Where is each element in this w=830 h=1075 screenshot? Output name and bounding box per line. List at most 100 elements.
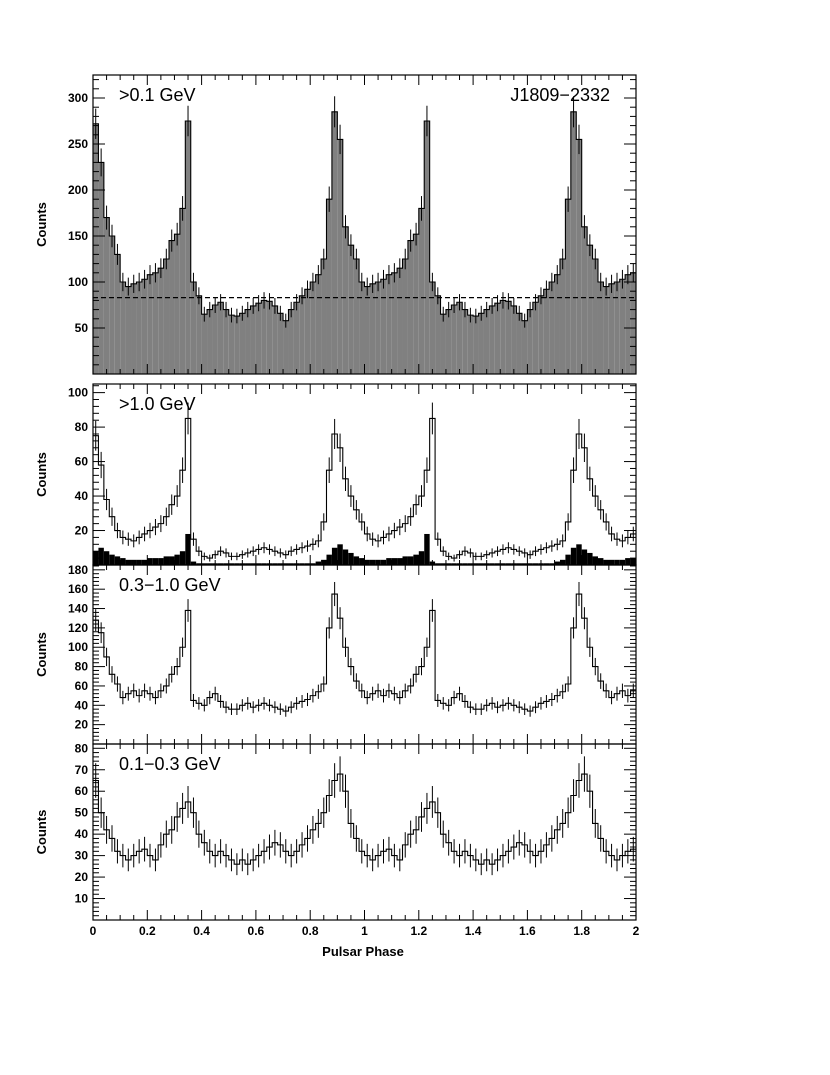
plot-frame	[92, 74, 637, 375]
x-axis-ticks	[106, 384, 623, 565]
bar-s0-43	[326, 199, 332, 374]
bar-s0-22	[212, 305, 218, 374]
bar-s1-58	[407, 556, 414, 565]
y-tick-label: 100	[68, 640, 88, 654]
bar-s0-12	[158, 268, 164, 374]
bar-s1-17	[185, 533, 191, 565]
bar-s1-25	[228, 563, 235, 565]
bar-s1-40	[310, 563, 316, 565]
bar-s0-91	[587, 245, 593, 374]
bar-s0-52	[375, 282, 381, 374]
x-axis-ticks	[106, 565, 623, 744]
bar-s0-73	[489, 305, 495, 374]
bar-s1-65	[445, 563, 452, 565]
bar-s0-0	[93, 123, 99, 374]
bar-s0-59	[413, 234, 419, 374]
bar-s1-21	[207, 563, 213, 565]
bar-s0-96	[614, 282, 620, 374]
bar-s1-79	[521, 563, 528, 565]
bar-s1-91	[587, 552, 593, 565]
bar-s1-3	[109, 554, 115, 565]
y-tick-label: 20	[75, 718, 89, 732]
y-tick-label: 50	[75, 321, 89, 335]
bar-s1-93	[597, 558, 604, 565]
bar-s0-29	[250, 305, 256, 374]
y-tick-label: 200	[68, 183, 88, 197]
bar-s1-80	[527, 563, 533, 565]
bar-s0-21	[207, 309, 213, 374]
bar-s1-66	[451, 563, 457, 565]
bar-s1-50	[364, 559, 370, 565]
y-axis-ticks: 20 40 60 80 100 120 140 160 180	[68, 563, 636, 741]
bar-s0-13	[163, 259, 170, 374]
bar-s1-10	[147, 558, 153, 565]
bar-s1-95	[608, 559, 615, 565]
bar-s1-43	[326, 554, 332, 565]
panel-above-0.1-gev: 50 100 150 200 250 300 >0.1 GeV J1809−2332 Co…	[34, 74, 637, 375]
y-tick-label: 160	[68, 582, 88, 596]
bar-s1-47	[348, 552, 354, 565]
bar-s1-20	[201, 563, 208, 565]
bar-s0-70	[473, 316, 479, 374]
bar-s1-84	[549, 563, 555, 565]
bar-s1-75	[500, 563, 506, 565]
bar-s0-83	[543, 289, 550, 374]
y-axis-label: Counts	[34, 810, 49, 855]
bar-s1-90	[581, 549, 588, 565]
histogram-bars	[93, 111, 636, 375]
y-tick-label: 50	[75, 806, 89, 820]
bar-s1-64	[440, 563, 446, 565]
bar-s1-81	[532, 563, 539, 565]
bar-s0-50	[364, 286, 370, 374]
bar-s1-85	[554, 561, 560, 565]
bar-s1-45	[337, 544, 343, 565]
y-tick-label: 20	[75, 524, 89, 538]
y-tick-label: 30	[75, 849, 89, 863]
bar-s0-90	[581, 226, 588, 374]
bar-s1-35	[283, 563, 289, 565]
bar-s0-79	[521, 320, 528, 374]
bar-s0-26	[234, 316, 240, 374]
histogram-outline	[93, 417, 636, 559]
bar-s0-19	[196, 295, 202, 374]
bar-s1-89	[576, 544, 582, 565]
bar-s0-36	[288, 309, 294, 374]
bar-s0-86	[559, 259, 566, 374]
bar-s0-61	[424, 121, 430, 374]
y-tick-label: 80	[75, 420, 89, 434]
bar-s1-46	[342, 549, 349, 565]
x-tick-label: 1.2	[410, 924, 427, 938]
bar-s0-89	[576, 139, 582, 374]
y-tick-label: 150	[68, 229, 88, 243]
bar-s1-86	[559, 559, 566, 565]
bar-s1-88	[570, 547, 577, 565]
y-tick-label: 100	[68, 386, 88, 400]
bar-s1-23	[217, 563, 224, 565]
bar-s0-66	[451, 305, 457, 374]
bar-s0-5	[120, 282, 126, 374]
x-tick-label: 1.4	[465, 924, 482, 938]
bar-s1-99	[630, 558, 636, 565]
bar-s1-11	[152, 558, 159, 565]
bar-s0-20	[201, 314, 208, 374]
x-tick-label: 0.8	[302, 924, 319, 938]
y-tick-label: 20	[75, 870, 89, 884]
bar-s1-39	[304, 563, 311, 565]
bar-s0-71	[478, 313, 484, 374]
plot-frame	[92, 743, 637, 921]
bar-s1-71	[478, 563, 484, 565]
bar-s0-44	[331, 111, 338, 375]
bar-s0-45	[337, 139, 343, 374]
histogram-outline	[93, 111, 636, 322]
y-tick-label: 80	[75, 660, 89, 674]
bar-s0-41	[315, 274, 322, 374]
bar-s0-37	[293, 302, 300, 374]
bar-s0-1	[98, 162, 104, 374]
bar-s1-55	[391, 558, 398, 565]
bar-s1-48	[353, 556, 360, 565]
bar-s0-42	[321, 259, 327, 374]
bar-s0-77	[511, 305, 517, 374]
bar-s0-57	[402, 259, 408, 374]
y-tick-label: 140	[68, 602, 88, 616]
y-axis-ticks: 50 100 150 200 250 300	[68, 79, 636, 366]
